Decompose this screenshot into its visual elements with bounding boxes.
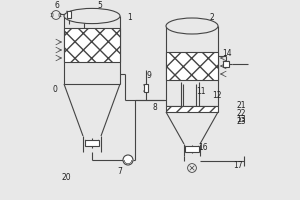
Bar	[166, 52, 218, 80]
Text: 14: 14	[222, 49, 232, 58]
Bar	[185, 146, 199, 152]
Text: 5: 5	[98, 1, 102, 10]
Text: 1: 1	[128, 14, 132, 22]
Bar	[144, 84, 148, 92]
Text: 7: 7	[118, 168, 122, 176]
Text: 16: 16	[198, 144, 208, 152]
Bar	[85, 140, 99, 146]
Bar	[64, 28, 120, 62]
Bar	[223, 61, 229, 67]
Text: 20: 20	[61, 173, 71, 182]
Circle shape	[123, 155, 133, 165]
Text: 13: 13	[236, 116, 246, 124]
Text: 22: 22	[236, 110, 246, 118]
Bar	[67, 11, 71, 18]
Bar	[166, 106, 218, 112]
Text: 11: 11	[196, 88, 206, 97]
Ellipse shape	[166, 18, 218, 34]
Text: 6: 6	[55, 1, 59, 10]
Text: 21: 21	[236, 102, 246, 110]
Text: 23: 23	[236, 117, 246, 127]
Text: 8: 8	[153, 104, 158, 112]
Text: 17: 17	[233, 162, 243, 170]
Ellipse shape	[64, 8, 120, 24]
Text: 2: 2	[210, 14, 214, 22]
Text: 9: 9	[147, 72, 152, 80]
Text: 0: 0	[52, 85, 57, 94]
Text: 12: 12	[212, 92, 222, 100]
